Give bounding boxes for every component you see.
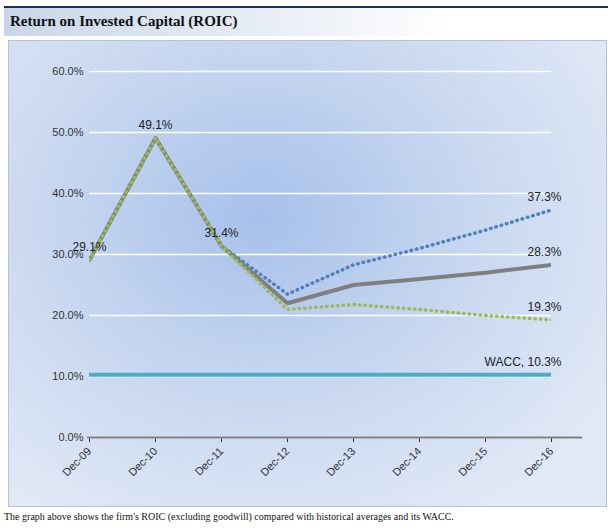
svg-text:50.0%: 50.0% (52, 126, 83, 138)
svg-text:WACC, 10.3%: WACC, 10.3% (485, 355, 562, 369)
svg-text:30.0%: 30.0% (52, 248, 84, 260)
svg-text:Dec-15: Dec-15 (456, 445, 490, 479)
html-text:Return on Invested Capital (RO: Return on Invested Capital (ROIC) (10, 13, 238, 29)
svg-text:Dec-12: Dec-12 (258, 445, 292, 479)
svg-text:Dec-16: Dec-16 (522, 445, 556, 479)
svg-text:20.0%: 20.0% (52, 309, 83, 321)
svg-text:29.1%: 29.1% (72, 240, 106, 254)
svg-text:Dec-11: Dec-11 (192, 445, 225, 478)
svg-text:40.0%: 40.0% (52, 187, 83, 199)
svg-text:Dec-10: Dec-10 (126, 445, 160, 479)
svg-text:19.3%: 19.3% (527, 300, 561, 314)
svg-text:Dec-13: Dec-13 (324, 445, 358, 479)
svg-text:10.0%: 10.0% (52, 370, 83, 382)
svg-text:49.1%: 49.1% (138, 118, 172, 132)
svg-text:60.0%: 60.0% (52, 65, 83, 77)
svg-text:Dec-14: Dec-14 (390, 445, 424, 479)
svg-text:31.4%: 31.4% (204, 226, 238, 240)
html-text:The graph above shows the firm: The graph above shows the firm's ROIC (e… (4, 511, 454, 522)
svg-text:37.3%: 37.3% (527, 190, 561, 204)
svg-text:0.0%: 0.0% (58, 431, 83, 443)
svg-text:28.3%: 28.3% (527, 245, 561, 259)
svg-text:Dec-09: Dec-09 (60, 445, 94, 479)
